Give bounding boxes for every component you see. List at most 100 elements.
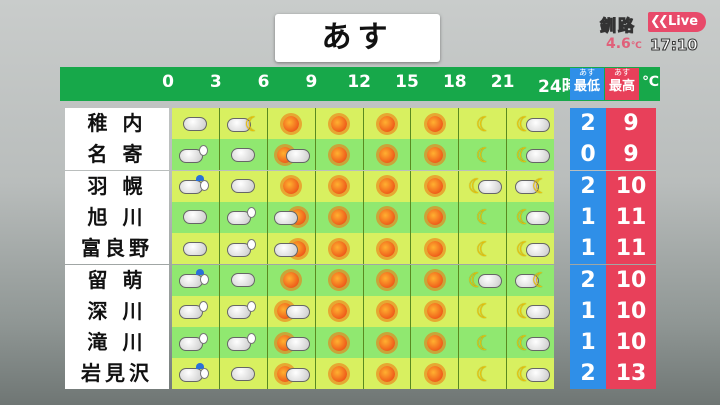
sun-icon [418,299,452,323]
sun-icon [322,112,356,136]
cloud-moon-icon: ☾ [226,111,263,136]
city-name: 岩見沢 [65,358,169,390]
hour-label: 12 [347,72,372,92]
sun-icon [331,334,348,351]
weather-cell [268,327,316,359]
weather-cell: ☾ [459,327,508,359]
sun-icon [370,143,404,167]
forecast-row: 岩見沢 ☾ ☾ 2 13 [63,358,658,390]
weather-cell: ☾ [507,358,554,389]
moon-icon: ☾ [475,330,494,355]
sun-icon [378,272,395,288]
weather-cell [411,358,460,390]
hour-label: 0 [162,72,174,92]
weather-cell [220,295,268,327]
high-temp-header: あす 最高 [605,68,639,100]
cloud-snow-icon [178,143,212,167]
weather-cell [316,295,364,327]
weather-cell: ☾ [507,265,554,296]
high-header-day: あす [614,68,630,77]
city-name: 深 川 [65,295,169,327]
sun-icon [426,209,443,226]
low-temp: 2 [570,170,606,202]
cloud-icon [525,367,550,382]
sun-icon [283,272,300,288]
weather-cell [268,201,316,233]
sun-icon [322,143,356,167]
sun-icon [322,205,356,229]
snowman-icon [247,332,257,344]
city-name: 羽 幌 [65,170,169,202]
hour-label: 18 [442,72,467,92]
cloud-icon [286,367,311,382]
moon-icon: ☾ [466,362,500,386]
sun-cloud-icon [274,331,311,355]
low-temp: 1 [570,327,606,359]
cloud-icon [227,305,252,320]
sun-icon [370,268,404,292]
weather-cell: ☾ [459,201,508,233]
moon-cloud-icon: ☾ [514,112,550,136]
weather-cell: ☾ [459,108,508,139]
sun-icon [378,365,395,382]
umbrella-icon [196,362,205,369]
sun-icon [426,334,443,351]
cloud-icon [179,148,204,163]
sun-icon [378,240,395,257]
weather-cell [220,170,268,202]
weather-cell [268,139,316,171]
sun-icon [322,331,356,355]
weather-cell [411,295,460,327]
moon-icon: ☾ [466,112,500,136]
weather-cell [316,327,364,359]
cloud-rain-snow-icon [178,362,212,386]
sun-icon [378,146,395,163]
sun-icon [418,362,452,386]
snowman-icon [247,301,257,313]
sun-icon [322,362,356,386]
cloud-sun-icon [274,205,308,229]
forecast-row: 滝 川 ☾ ☾ 1 10 [63,327,658,359]
sun-icon [370,362,404,386]
sun-icon [283,115,300,132]
cloud-icon [231,366,256,381]
weather-cell: ☾ [507,108,554,139]
weather-cell [316,170,364,202]
moon-icon: ☾ [466,143,500,167]
sun-icon [370,174,404,198]
sun-icon [370,112,404,136]
sun-icon [426,303,443,320]
sun-icon [378,334,395,351]
cloud-snow-icon [226,299,260,323]
cloud-snow-icon [178,299,212,323]
high-temp: 11 [606,233,656,265]
cloud-icon [231,273,256,287]
cloud-snow-icon [226,205,260,229]
cloud-icon [226,268,260,292]
high-header-label: 最高 [608,79,635,94]
moon-cloud-icon: ☾ [466,268,502,292]
sun-icon [418,174,452,198]
cloud-icon [183,116,208,131]
sun-icon [331,209,348,226]
weather-icons: ☾ ☾ [172,264,554,296]
sun-icon [322,299,356,323]
cloud-icon [231,147,256,162]
sun-icon [331,303,348,320]
weather-cell [172,327,220,359]
city-name: 旭 川 [65,201,169,233]
forecast-row: 旭 川 ☾ ☾ 1 11 [63,201,658,233]
cloud-snow-icon [226,331,260,355]
high-temp: 9 [606,139,656,171]
moon-icon: ☾ [244,111,263,136]
weather-cell [364,295,412,327]
moon-cloud-icon: ☾ [514,205,550,229]
weather-cell [172,201,220,233]
weather-cell [268,233,316,265]
temperature-unit: ℃ [630,41,642,51]
weather-cell [172,295,220,327]
sun-icon [331,178,348,195]
moon-cloud-icon: ☾ [514,299,550,323]
sun-icon [418,331,452,355]
low-temp: 2 [570,108,606,139]
